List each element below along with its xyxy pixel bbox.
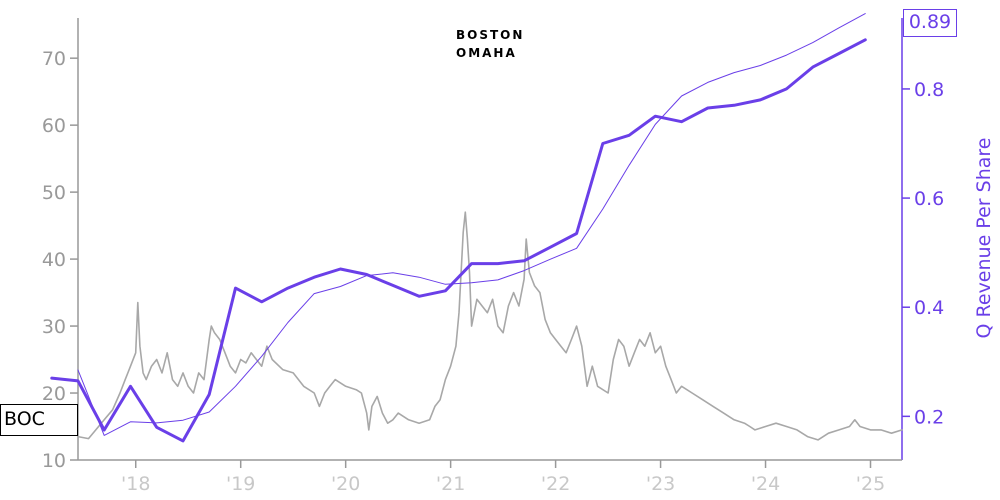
left-tick-label: 40	[42, 249, 66, 271]
left-axis: 10 20 30 40 50 60 70	[42, 18, 79, 472]
series-layer	[50, 13, 903, 443]
revenue-trend-line	[77, 13, 866, 436]
right-tick-label: 0.2	[914, 406, 944, 428]
x-tick-label: '22	[541, 473, 570, 495]
left-tick-label: 20	[42, 383, 66, 405]
revenue-line	[50, 38, 867, 443]
x-axis: '18 '19 '20 '21 '22 '23 '24 '25	[78, 459, 902, 495]
brand-logo: BOSTON OMAHA	[440, 26, 550, 62]
left-tick-label: 30	[42, 316, 66, 338]
left-tick-label: 60	[42, 115, 66, 137]
x-tick-label: '21	[436, 473, 465, 495]
left-tick-label: 70	[42, 48, 66, 70]
x-tick-label: '20	[331, 473, 360, 495]
right-axis-label: Q Revenue Per Share	[973, 138, 995, 339]
right-tick-label: 0.8	[914, 79, 944, 101]
x-tick-label: '25	[856, 473, 885, 495]
right-tick-label: 0.6	[914, 188, 944, 210]
x-tick-label: '23	[646, 473, 675, 495]
x-tick-label: '24	[751, 473, 780, 495]
x-tick-label: '18	[121, 473, 150, 495]
left-tick-label: 10	[42, 450, 66, 472]
price-line	[77, 211, 903, 441]
brand-line-2: OMAHA	[456, 46, 517, 60]
left-tick-label: 50	[42, 182, 66, 204]
last-value-tag: 0.89	[903, 9, 957, 37]
right-axis: 0.2 0.4 0.6 0.8	[901, 18, 944, 460]
ticker-label: BOC	[0, 404, 78, 436]
x-tick-label: '19	[226, 473, 255, 495]
right-tick-label: 0.4	[914, 297, 944, 319]
brand-line-1: BOSTON	[456, 28, 525, 42]
